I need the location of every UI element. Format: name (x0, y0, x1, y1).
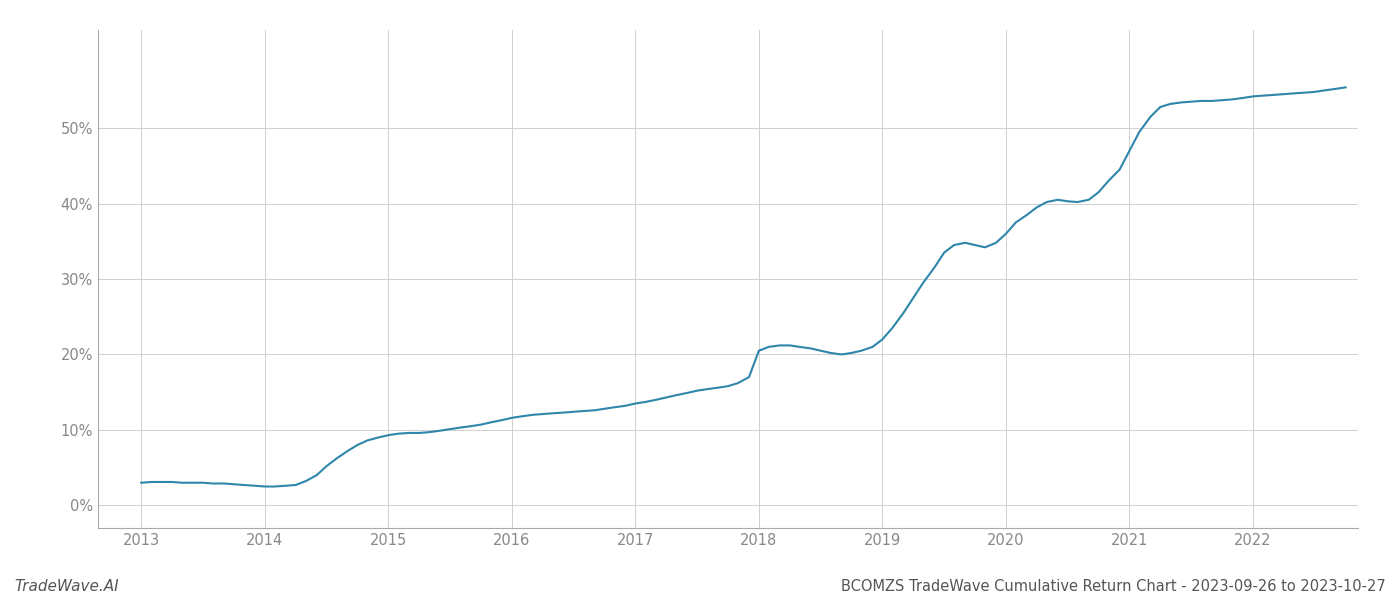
Text: BCOMZS TradeWave Cumulative Return Chart - 2023-09-26 to 2023-10-27: BCOMZS TradeWave Cumulative Return Chart… (841, 579, 1386, 594)
Text: TradeWave.AI: TradeWave.AI (14, 579, 119, 594)
